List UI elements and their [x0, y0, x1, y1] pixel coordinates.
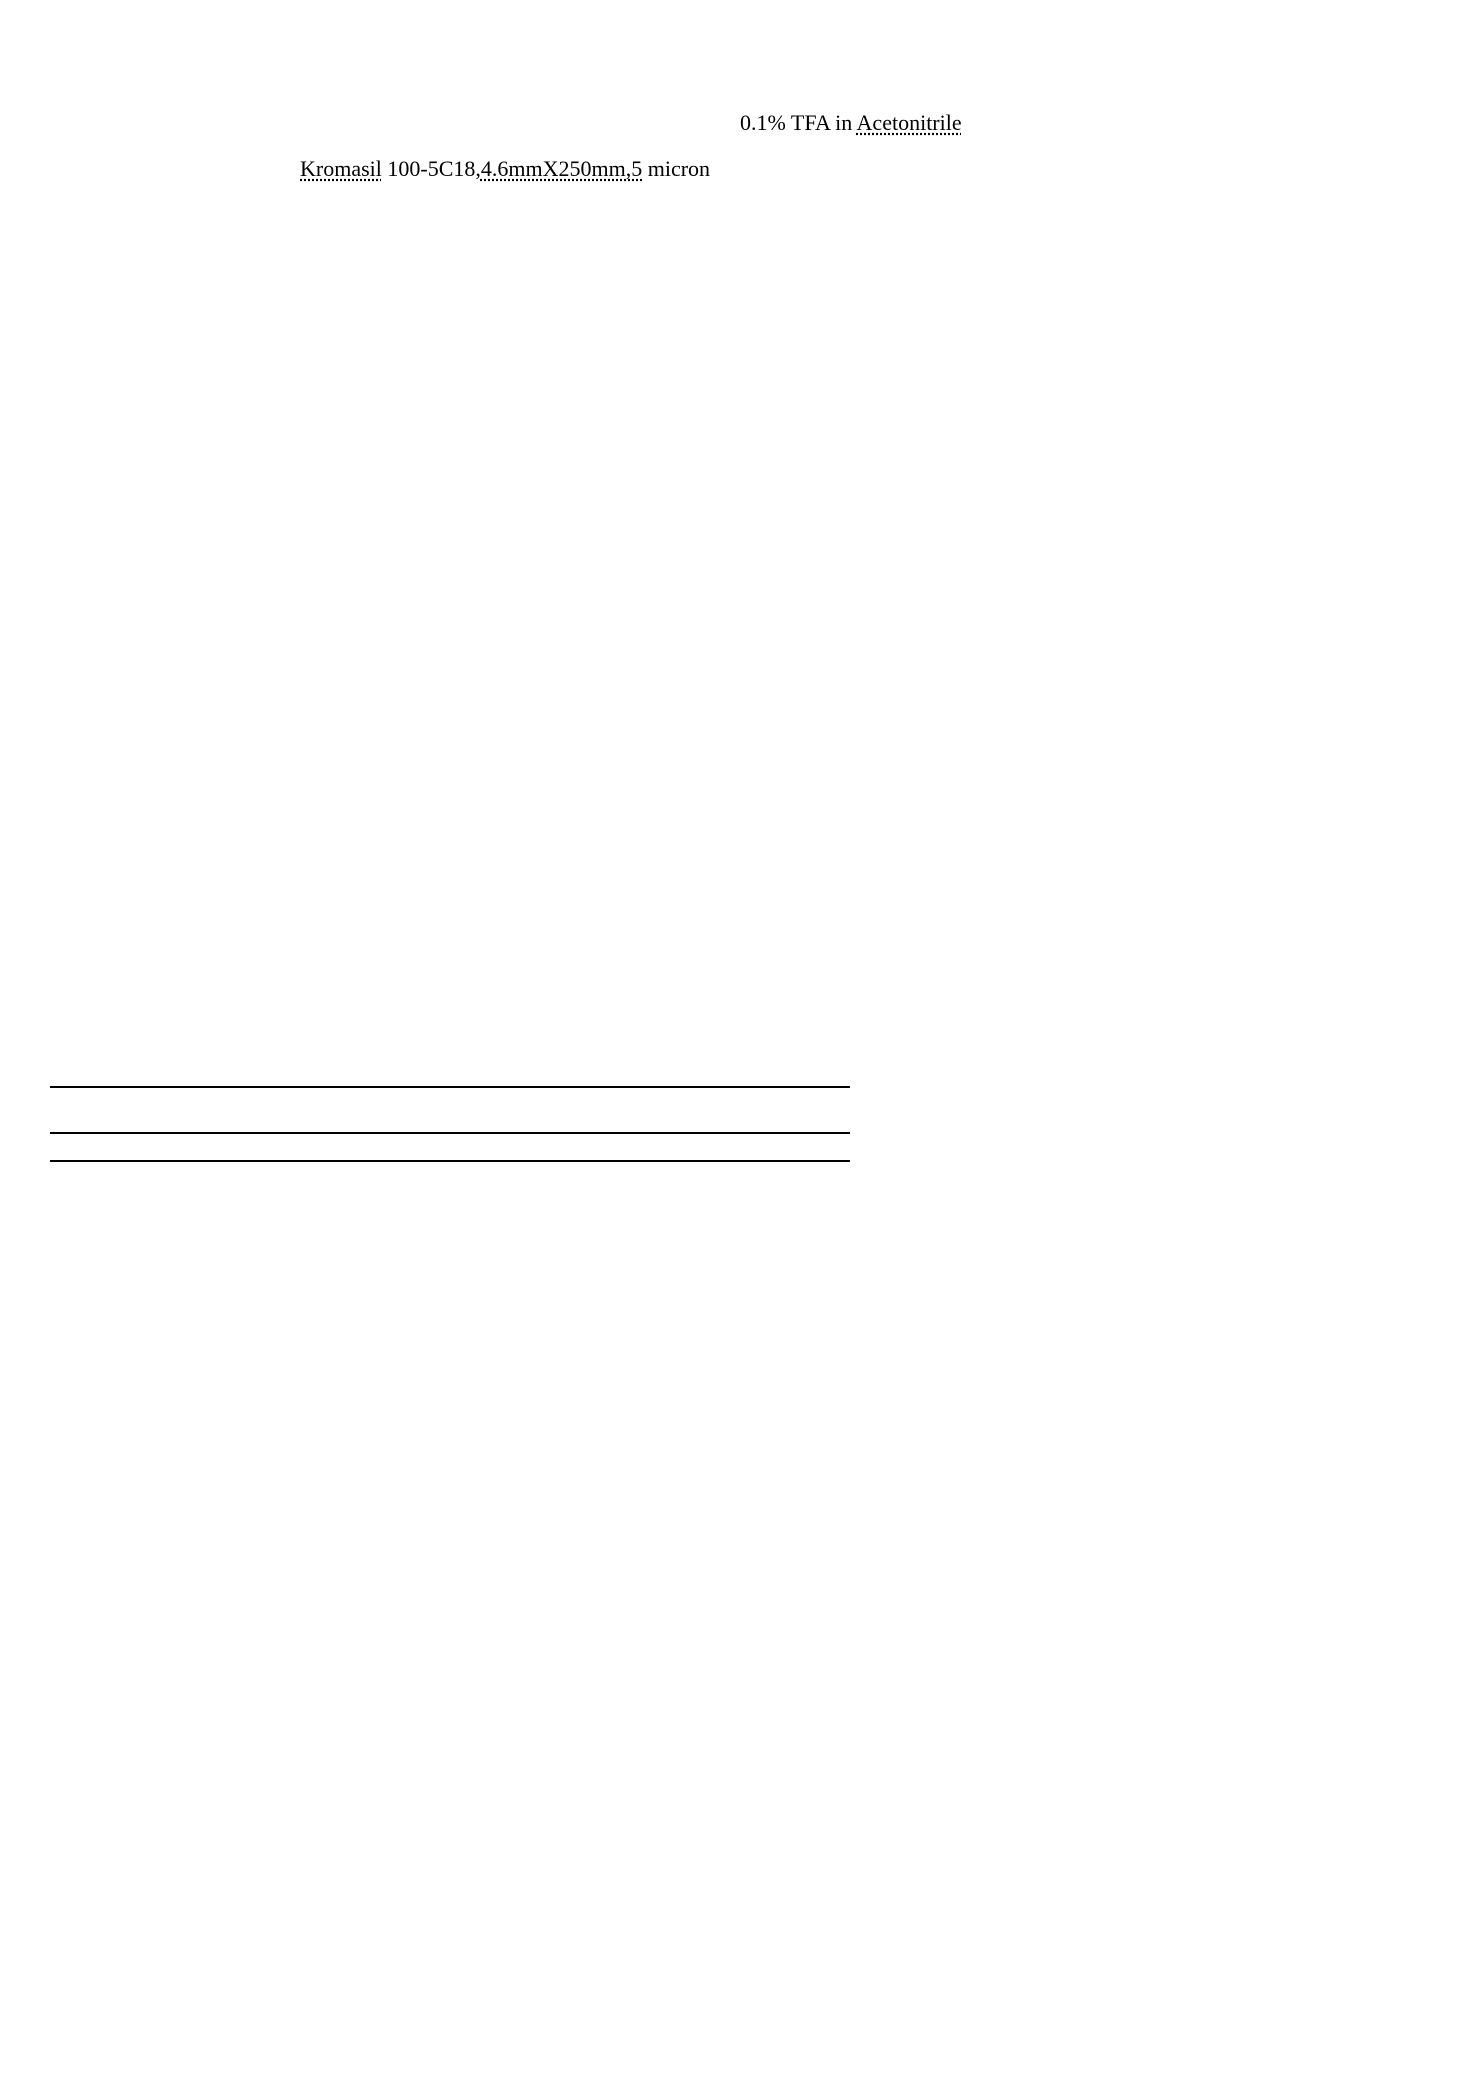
chromatogram-chart	[50, 196, 1430, 1056]
buffer-b-label	[590, 100, 740, 146]
metadata-block: 0.1% TFA in Acetonitrile Kromasil 100-5C…	[50, 100, 1430, 192]
buffer-a-value	[300, 100, 590, 146]
table-header-row	[50, 1088, 850, 1132]
column-label	[50, 146, 300, 192]
results-table	[50, 1086, 850, 1192]
buffer-a-label	[50, 100, 300, 146]
buffer-b-value: 0.1% TFA in Acetonitrile	[740, 100, 962, 146]
column-value: Kromasil 100-5C18,4.6mmX250mm,5 micron	[300, 146, 710, 192]
table-total-row	[50, 1162, 850, 1192]
